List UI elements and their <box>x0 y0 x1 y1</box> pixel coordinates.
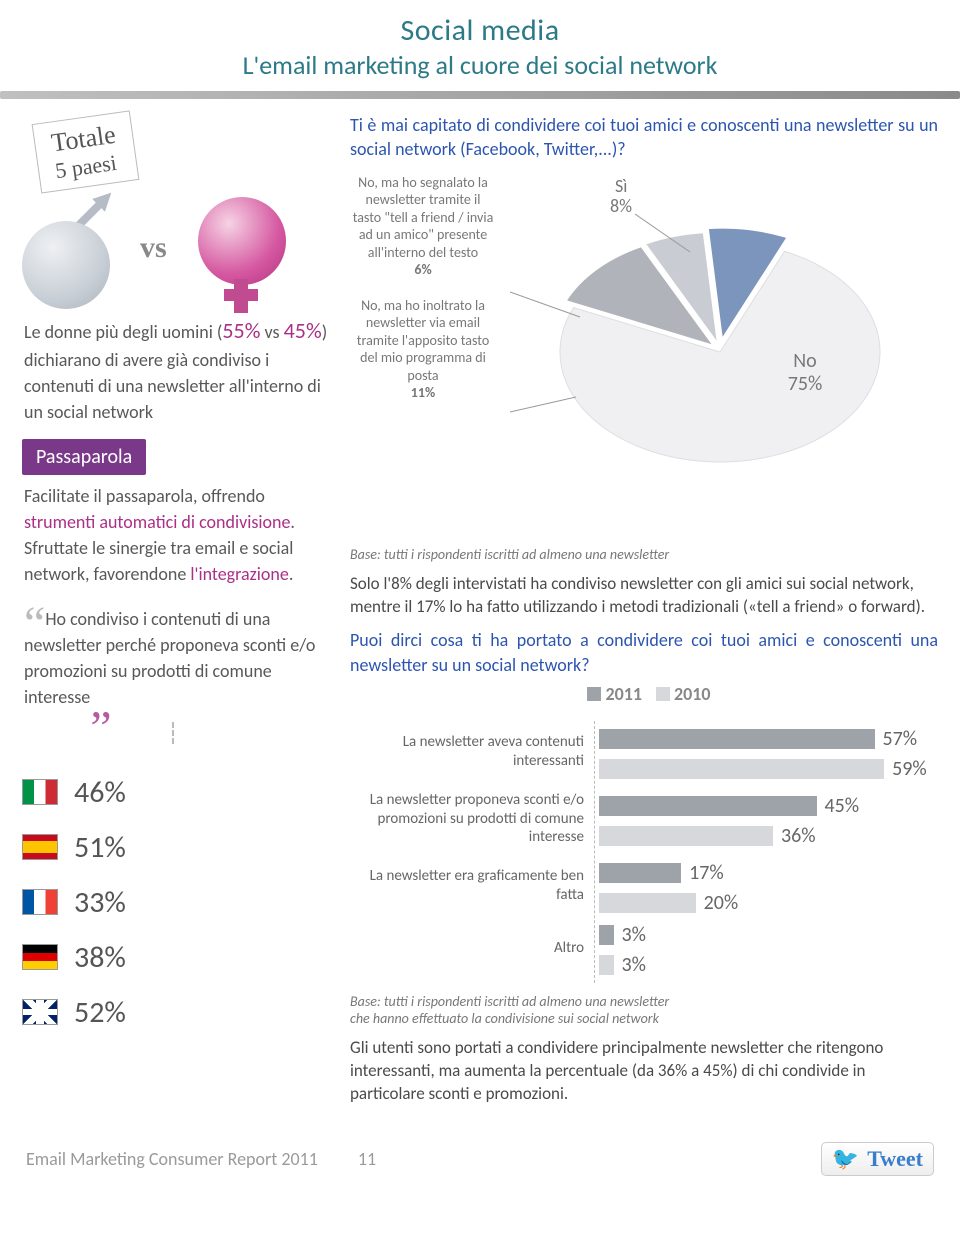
report-footer: Email Marketing Consumer Report 201111 <box>26 1148 376 1170</box>
flag-icon-es <box>22 834 58 860</box>
pie-label-fwd: No, ma ho inoltrato la newsletter via em… <box>350 297 496 402</box>
bar-value: 17% <box>689 861 724 885</box>
pie-question: Ti è mai capitato di condividere coi tuo… <box>350 113 938 162</box>
flag-icon-fr <box>22 889 58 915</box>
bar-label: La newsletter aveva contenuti interessan… <box>360 721 594 783</box>
country-pct: 33% <box>74 884 126 921</box>
bar-label: Altro <box>360 917 594 979</box>
tweet-button[interactable]: 🐦 Tweet <box>821 1142 934 1176</box>
bar-chart: 57%59%45%36%17%20%3%3% <box>594 721 932 983</box>
country-row-es: 51% <box>22 829 332 866</box>
bar-group: 3%3% <box>599 919 932 981</box>
bar <box>599 925 614 945</box>
pie-side-labels: No, ma ho segnalato la newsletter tramit… <box>350 172 496 532</box>
gender-blurb: Le donne più degli uomini (55% vs 45%) d… <box>22 311 332 439</box>
bar-group: 57%59% <box>599 723 932 785</box>
page-title: Social media <box>0 12 960 49</box>
right-column: Ti è mai capitato di condividere coi tuo… <box>350 113 938 1116</box>
bar <box>599 759 884 779</box>
bars-base-note: Base: tutti i rispondenti iscritti ad al… <box>350 993 938 1027</box>
svg-text:Sì: Sì <box>615 175 627 197</box>
twitter-bird-icon: 🐦 <box>832 1146 859 1172</box>
bars-question: Puoi dirci cosa ti ha portato a condivid… <box>350 628 938 677</box>
svg-text:75%: 75% <box>788 372 823 396</box>
bar <box>599 826 773 846</box>
bar <box>599 863 681 883</box>
bar-legend: 2011 2010 <box>356 683 932 705</box>
country-percent-list: 46% 51% 33% 38% 52% <box>22 750 332 1055</box>
gender-icons: vs <box>22 197 332 307</box>
pie-after-text: Solo l'8% degli intervistati ha condivis… <box>350 573 938 619</box>
country-pct: 38% <box>74 939 126 976</box>
bar <box>599 796 817 816</box>
country-row-de: 38% <box>22 939 332 976</box>
bar-labels: La newsletter aveva contenuti interessan… <box>356 721 594 983</box>
quote-connector <box>172 722 332 744</box>
country-row-it: 46% <box>22 774 332 811</box>
passaparola-text: Facilitate il passaparola, offrendo stru… <box>22 479 332 601</box>
bar <box>599 729 875 749</box>
flag-icon-it <box>22 779 58 805</box>
total-sticker: Totale 5 paesi <box>32 110 139 193</box>
pie-base-note: Base: tutti i rispondenti iscritti ad al… <box>350 546 938 563</box>
bar-value: 45% <box>825 794 860 818</box>
quote-block: “Ho condiviso i contenuti di una newslet… <box>22 602 332 720</box>
flag-icon-uk <box>22 999 58 1025</box>
male-icon <box>22 197 142 317</box>
bar-group: 45% 36% <box>599 785 932 857</box>
header-divider <box>0 91 960 99</box>
country-pct: 52% <box>74 994 126 1031</box>
pie-chart: Sì8% No75% <box>510 172 938 532</box>
bar-value: 20% <box>704 891 739 915</box>
flag-icon-de <box>22 944 58 970</box>
bar-value: 57% <box>883 727 918 751</box>
passaparola-tag: Passaparola <box>22 439 146 475</box>
country-row-fr: 33% <box>22 884 332 921</box>
bar-value: 36% <box>781 824 816 848</box>
vs-label: vs <box>140 231 167 265</box>
close-quote-icon: „ <box>90 675 111 728</box>
bar-group: 17%20% <box>599 857 932 919</box>
svg-text:No: No <box>793 349 816 373</box>
bars-after-text: Gli utenti sono portati a condividere pr… <box>350 1037 938 1106</box>
bar <box>599 893 696 913</box>
country-row-uk: 52% <box>22 994 332 1031</box>
bar-label: La newsletter proponeva sconti e/o promo… <box>360 783 594 855</box>
bar-value: 3% <box>622 953 646 977</box>
left-column: Totale 5 paesi vs Le donne più degli uom… <box>22 113 332 1116</box>
svg-text:8%: 8% <box>610 195 632 217</box>
bar-chart-block: 2011 2010 La newsletter aveva contenuti … <box>350 683 938 983</box>
pie-label-tell: No, ma ho segnalato la newsletter tramit… <box>350 174 496 279</box>
bar <box>599 955 614 975</box>
page-subtitle: L'email marketing al cuore dei social ne… <box>0 49 960 81</box>
bar-label: La newsletter era graficamente ben fatta <box>360 855 594 917</box>
bar-value: 3% <box>622 923 646 947</box>
country-pct: 51% <box>74 829 126 866</box>
bar-value: 59% <box>892 757 927 781</box>
country-pct: 46% <box>74 774 126 811</box>
page-header: Social media L'email marketing al cuore … <box>0 0 960 85</box>
